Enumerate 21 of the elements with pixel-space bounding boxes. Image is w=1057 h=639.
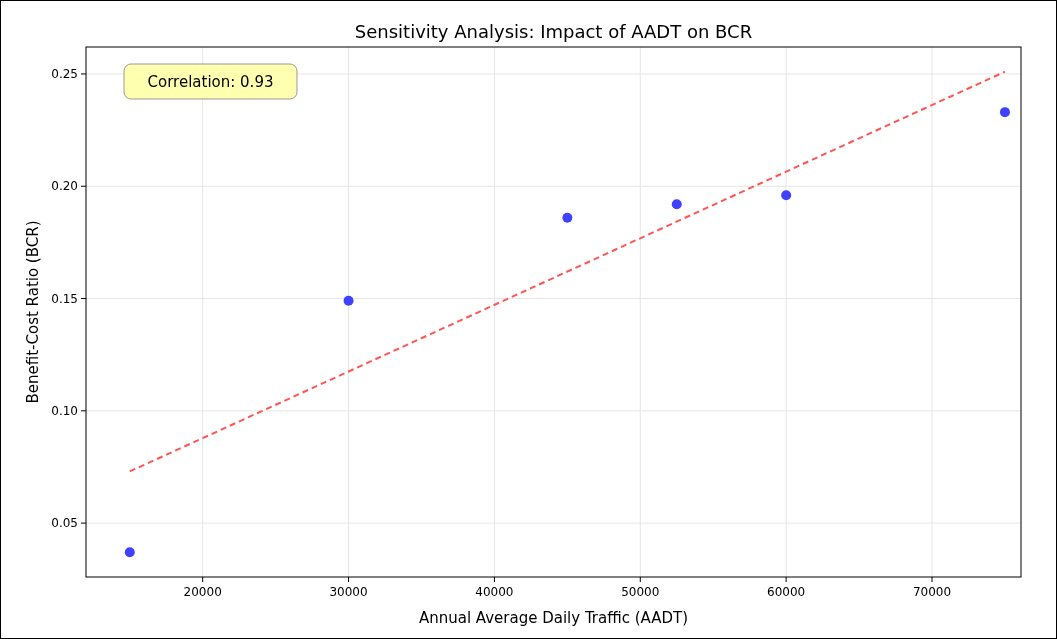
x-tick-label: 50000 [621, 585, 660, 599]
point [124, 547, 135, 558]
y-tick-label: 0.20 [51, 179, 78, 194]
x-tick-label: 60000 [767, 585, 806, 599]
x-axis-title: Annual Average Daily Traffic (AADT) [418, 609, 689, 627]
y-tick-label: 0.10 [51, 403, 78, 418]
point [781, 190, 792, 201]
point [671, 199, 682, 210]
point [343, 295, 354, 306]
x-tick-label: 20000 [183, 585, 222, 599]
y-tick-label: 0.25 [51, 66, 78, 81]
point [562, 212, 573, 223]
x-tick-label: 30000 [329, 585, 368, 599]
chart-title: Sensitivity Analysis: Impact of AADT on BCR [354, 21, 753, 42]
annotation: Correlation: 0.93 [147, 73, 274, 91]
point [999, 107, 1010, 118]
y-tick-label: 0.05 [51, 516, 78, 531]
x-tick-label: 40000 [475, 585, 514, 599]
x-tick-label: 70000 [912, 585, 952, 599]
y-axis-title: Benefit-Cost Ratio (BCR) [24, 220, 42, 404]
y-tick-label: 0.15 [51, 291, 78, 306]
